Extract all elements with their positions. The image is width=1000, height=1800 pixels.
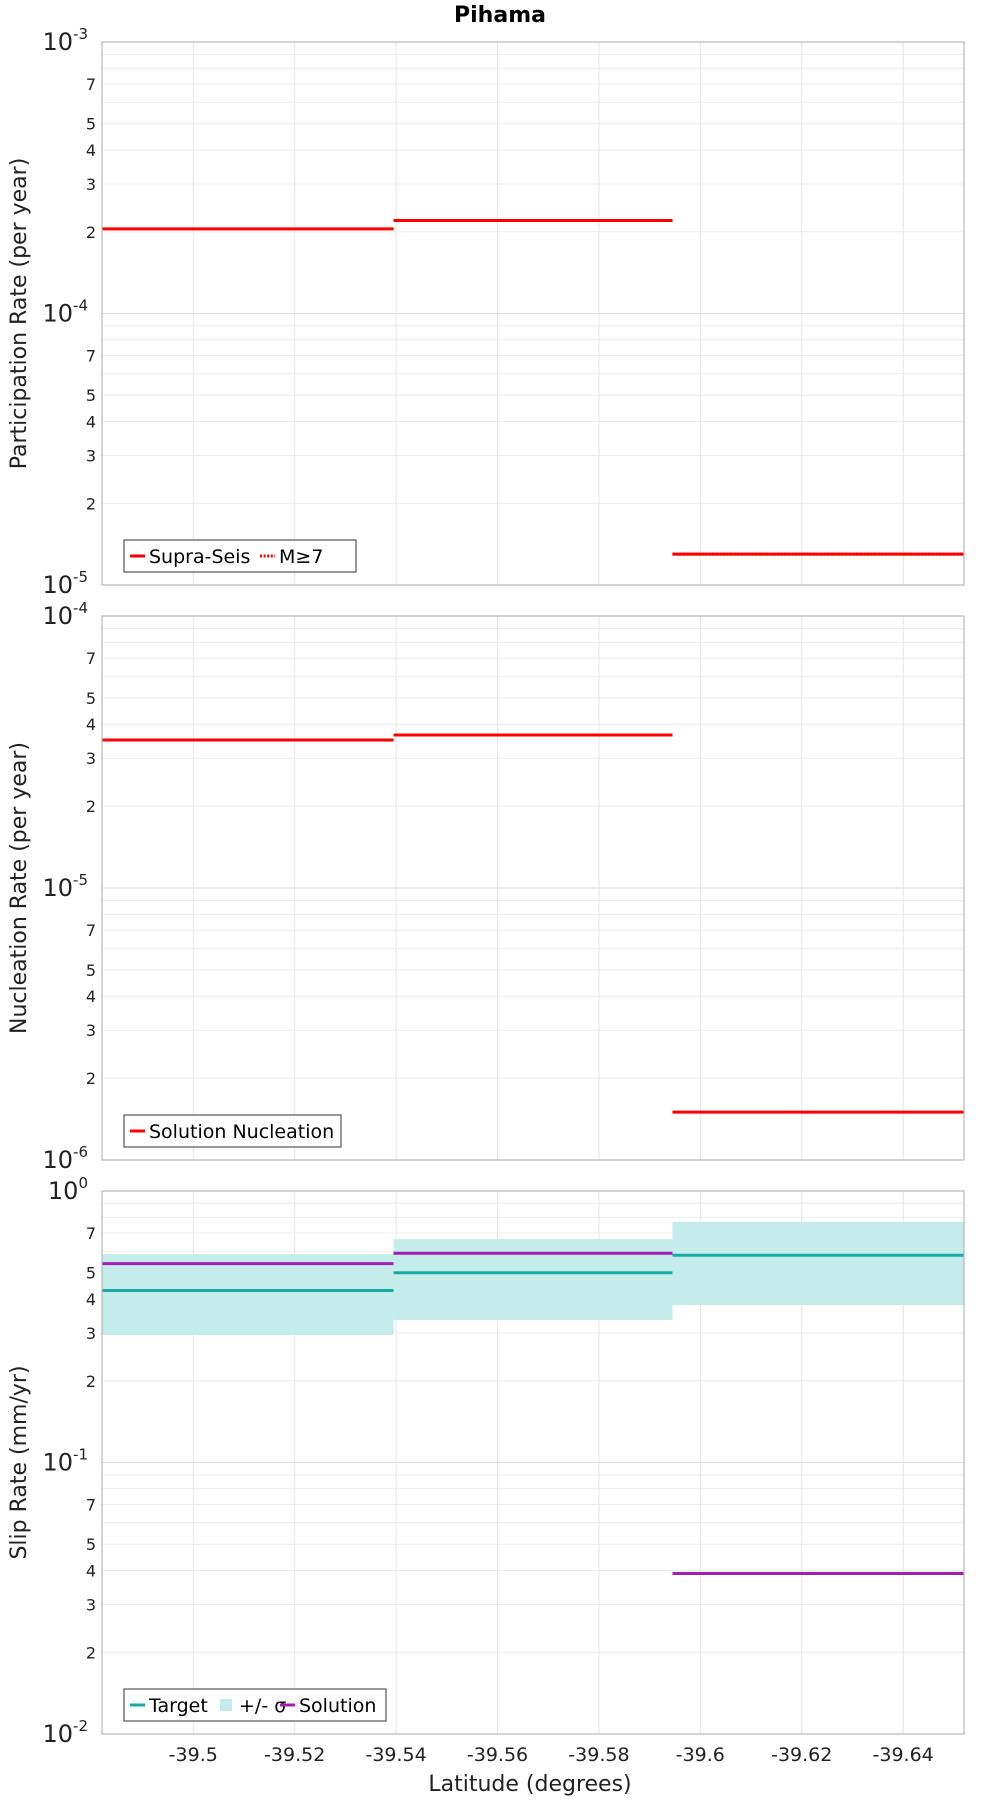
y-tick-label-minor: 4 [86,141,96,160]
y-tick-label-major: 10-1 [42,1446,88,1477]
y-tick-labels: 10-5 2 3 4 5 7 10-4 2 3 4 5 7 10-3 [42,25,96,599]
plot-frame [101,41,965,586]
y-tick-label-minor: 4 [86,715,96,734]
y-tick-label-minor: 4 [86,987,96,1006]
y-tick-label-minor: 7 [86,1496,96,1515]
legend: Solution Nucleation [123,1114,342,1148]
y-tick-label-minor: 3 [86,749,96,768]
y-tick-label-minor: 4 [86,413,96,432]
y-tick-labels: 10-6 2 3 4 5 7 10-5 2 3 4 5 7 10-4 [42,599,96,1174]
x-tick-label: -39.64 [873,1744,934,1766]
legend: Target +/- σ Solution [123,1688,387,1722]
legend-label: Target [148,1695,208,1717]
y-tick-label-minor: 3 [86,175,96,194]
y-tick-label-minor: 5 [86,961,96,980]
y-tick-label-minor: 7 [86,1224,96,1243]
y-axis-title: Slip Rate (mm/yr) [7,1365,32,1559]
y-tick-label-minor: 7 [86,347,96,366]
panels: 10-5 2 3 4 5 7 10-4 2 3 4 5 7 10-3 Participation Rate… [7,25,965,1766]
y-tick-label-minor: 2 [86,1643,96,1662]
y-tick-label-minor: 2 [86,223,96,242]
x-tick-label: -39.5 [169,1744,218,1766]
x-tick-label: -39.62 [771,1744,832,1766]
y-tick-label-minor: 4 [86,1562,96,1581]
y-tick-label-minor: 3 [86,1595,96,1614]
x-tick-label: -39.6 [676,1744,725,1766]
y-tick-label-minor: 3 [86,446,96,465]
y-tick-label-major: 10-4 [42,599,88,630]
legend: Supra-Seis M≥7 [123,539,357,573]
legend-label: Solution [299,1695,376,1717]
y-tick-label-minor: 2 [86,1069,96,1088]
y-tick-label-minor: 5 [86,115,96,134]
sigma-band-segment [102,1254,394,1335]
y-tick-label-minor: 7 [86,649,96,668]
chart-panel-3: 10-2 2 3 4 5 7 10-1 2 3 4 5 7 100 Slip Rate (mm/yr) Ta… [7,1174,965,1748]
sigma-band-segment [672,1221,964,1306]
chart-title: Pihama [454,3,546,28]
y-tick-label-minor: 2 [86,1372,96,1391]
y-tick-label-major: 10-6 [42,1143,88,1174]
x-tick-label: -39.58 [568,1744,629,1766]
legend-label: Solution Nucleation [149,1121,334,1143]
chart-panel-2: 10-6 2 3 4 5 7 10-5 2 3 4 5 7 10-4 Nucleation Rate (p… [7,599,965,1174]
y-axis-title: Nucleation Rate (per year) [7,742,32,1034]
x-tick-label: -39.52 [264,1744,325,1766]
legend-label: M≥7 [279,546,323,568]
y-tick-label-minor: 5 [86,1535,96,1554]
legend-box [123,1114,342,1148]
y-tick-label-minor: 5 [86,386,96,405]
y-tick-label-major: 10-4 [42,297,88,328]
y-tick-label-minor: 5 [86,689,96,708]
y-tick-label-minor: 5 [86,1264,96,1283]
y-axis-title: Participation Rate (per year) [7,158,32,470]
y-tick-label-minor: 4 [86,1290,96,1309]
plot-frame [101,1190,965,1735]
y-tick-label-minor: 3 [86,1021,96,1040]
plot-frame [101,615,965,1161]
x-tick-label: -39.54 [365,1744,426,1766]
y-tick-label-minor: 7 [86,921,96,940]
y-tick-label-minor: 2 [86,797,96,816]
legend-label: Supra-Seis [149,546,250,568]
y-tick-labels: 10-2 2 3 4 5 7 10-1 2 3 4 5 7 100 [42,1174,96,1748]
y-tick-label-minor: 3 [86,1324,96,1343]
legend-swatch [220,1699,232,1711]
y-tick-label-minor: 2 [86,494,96,513]
x-tick-labels: -39.5 -39.52 -39.54 -39.56 -39.58 -39.6 -39.62… [169,1744,934,1766]
y-tick-label-major: 10-3 [42,25,88,56]
chart-panel-1: 10-5 2 3 4 5 7 10-4 2 3 4 5 7 10-3 Participation Rate… [7,25,965,599]
sigma-band-segment [393,1239,673,1320]
y-tick-label-major: 10-5 [42,568,88,599]
legend-label: +/- σ [239,1695,286,1717]
y-tick-label-major: 100 [48,1174,88,1205]
x-axis-title: Latitude (degrees) [428,1772,631,1797]
legend-box [123,1688,387,1722]
y-tick-label-minor: 7 [86,75,96,94]
x-tick-label: -39.56 [467,1744,528,1766]
y-tick-label-major: 10-5 [42,871,88,902]
y-tick-label-major: 10-2 [42,1717,88,1748]
legend-box [123,539,357,573]
